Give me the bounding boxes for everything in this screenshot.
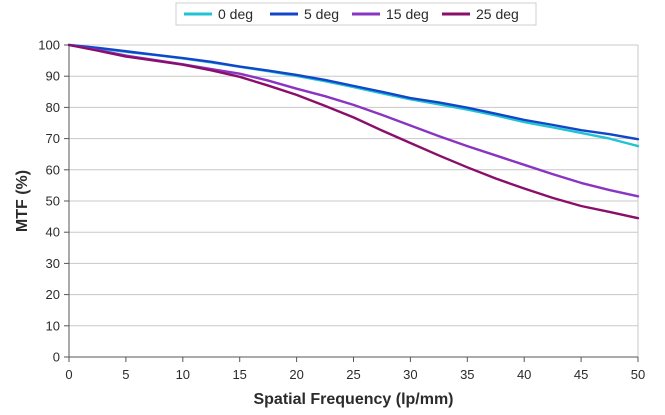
- series-lines: [67, 43, 640, 220]
- y-tick-label: 90: [46, 69, 60, 84]
- y-tick-label: 10: [46, 318, 60, 333]
- x-tick-label: 30: [403, 367, 417, 382]
- series-line-5-deg: [67, 43, 640, 141]
- y-tick-label: 0: [53, 350, 60, 365]
- x-tick-label: 50: [631, 367, 645, 382]
- x-tick-label: 15: [232, 367, 246, 382]
- series-line-15-deg: [67, 43, 640, 198]
- grid: [69, 44, 639, 357]
- y-tick-label: 50: [46, 194, 60, 209]
- y-tick-label: 60: [46, 162, 60, 177]
- x-tick-label: 10: [176, 367, 190, 382]
- axes: 0 10 20 30 40 50 60 70 80 90 100 0 5 10 15 20 25 30 35 40 45…: [38, 38, 645, 383]
- legend-label: 15 deg: [386, 6, 429, 22]
- y-tick-label: 30: [46, 256, 60, 271]
- y-tick-label: 80: [46, 100, 60, 115]
- legend-label: 5 deg: [304, 6, 339, 22]
- legend: 0 deg 5 deg 15 deg 25 deg: [175, 2, 537, 26]
- y-tick-label: 20: [46, 287, 60, 302]
- x-tick-label: 40: [517, 367, 531, 382]
- y-tick-label: 40: [46, 225, 60, 240]
- x-tick-label: 35: [460, 367, 474, 382]
- series-line-25-deg: [67, 43, 640, 220]
- legend-label: 0 deg: [218, 6, 253, 22]
- x-tick-label: 20: [289, 367, 303, 382]
- x-tick-label: 0: [65, 367, 72, 382]
- x-axis-title: Spatial Frequency (lp/mm): [253, 391, 453, 408]
- y-tick-label: 100: [38, 38, 60, 53]
- y-tick-label: 70: [46, 131, 60, 146]
- x-tick-label: 25: [346, 367, 360, 382]
- x-tick-label: 5: [122, 367, 129, 382]
- legend-label: 25 deg: [476, 6, 519, 22]
- x-tick-label: 45: [574, 367, 588, 382]
- y-axis-title: MTF (%): [14, 170, 31, 232]
